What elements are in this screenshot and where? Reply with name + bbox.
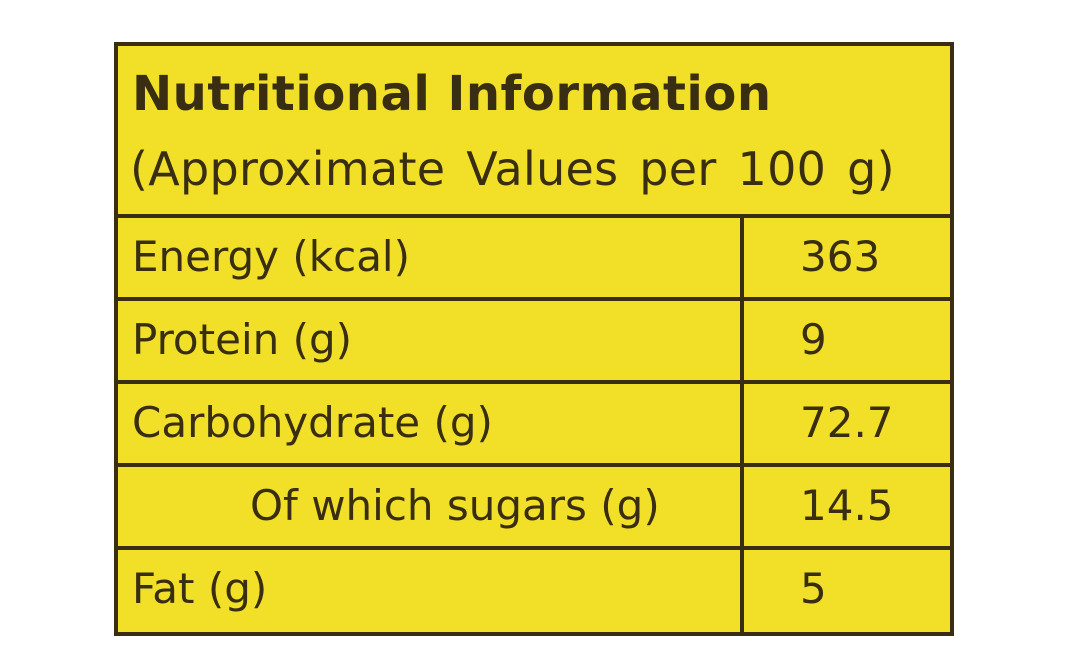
- nutrient-value: 9: [800, 315, 827, 364]
- column-divider: [740, 218, 744, 632]
- nutrient-name: Carbohydrate (g): [132, 398, 493, 447]
- nutrient-value: 72.7: [800, 398, 894, 447]
- nutrient-name: Of which sugars (g): [250, 481, 660, 530]
- label-subtitle: (Approximate Values per 100 g): [130, 142, 895, 196]
- nutrient-value: 363: [800, 232, 881, 281]
- nutrient-name: Fat (g): [132, 564, 268, 613]
- nutrient-name: Energy (kcal): [132, 232, 410, 281]
- nutrient-row-protein: Protein (g) 9: [118, 301, 950, 384]
- nutrient-table: Energy (kcal) 363 Protein (g) 9 Carbohyd…: [118, 218, 950, 632]
- nutrient-value: 14.5: [800, 481, 894, 530]
- label-header: Nutritional Information (Approximate Val…: [118, 46, 950, 218]
- nutrient-row-energy: Energy (kcal) 363: [118, 218, 950, 301]
- nutrient-row-carbohydrate: Carbohydrate (g) 72.7: [118, 384, 950, 467]
- nutrient-row-fat: Fat (g) 5: [118, 550, 950, 633]
- nutrient-name: Protein (g): [132, 315, 353, 364]
- nutrient-value: 5: [800, 564, 827, 613]
- nutrition-label: Nutritional Information (Approximate Val…: [114, 42, 954, 636]
- nutrient-row-sugars: Of which sugars (g) 14.5: [118, 467, 950, 550]
- label-title: Nutritional Information: [132, 66, 772, 122]
